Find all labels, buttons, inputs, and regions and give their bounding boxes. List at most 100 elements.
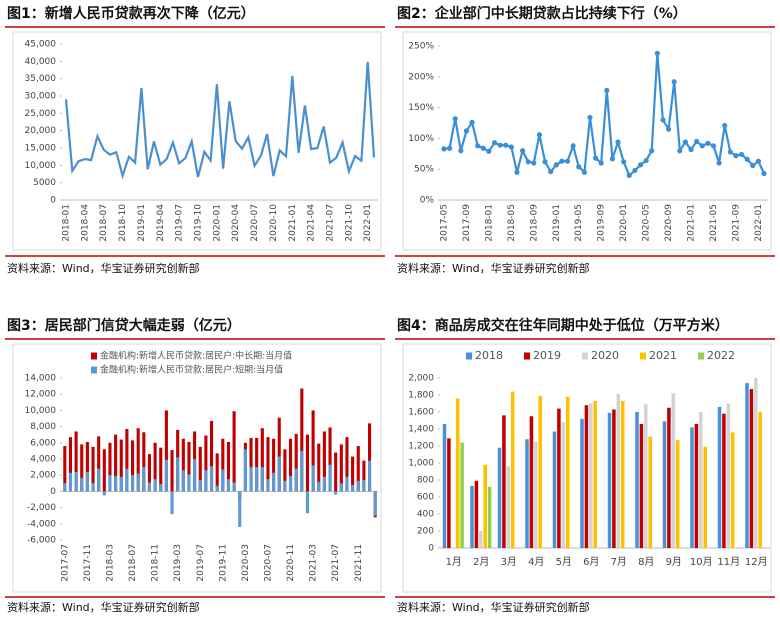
x-tick-label: 9月 (666, 556, 682, 568)
bar (639, 423, 644, 548)
bar (159, 484, 163, 492)
x-tick-label: 2021-04 (307, 204, 317, 242)
point (722, 122, 728, 129)
bar (63, 483, 67, 492)
x-tick-label: 2019-01 (137, 204, 147, 242)
bar (317, 443, 321, 492)
legend-label: 金融机构:新增人民币贷款:居民户:中长期:当月值 (100, 350, 292, 362)
bar (534, 441, 538, 548)
bar (322, 431, 326, 492)
point (508, 144, 514, 150)
point (531, 160, 537, 166)
point (682, 139, 689, 145)
figure-title: 图1：新增人民币贷款再次下降（亿元） (7, 5, 255, 22)
bar (699, 412, 703, 548)
bar (91, 446, 95, 492)
x-tick-label: 2019-11 (218, 544, 228, 582)
y-tick-label: 20,000 (25, 126, 57, 136)
legend-label: 2019 (533, 349, 561, 362)
x-tick-label: 2019-05 (574, 204, 584, 242)
x-tick-label: 2018-11 (151, 544, 161, 582)
point (525, 159, 531, 165)
bar (584, 405, 589, 548)
bar (97, 436, 101, 492)
bar (215, 453, 219, 492)
point (660, 117, 666, 123)
point (542, 159, 548, 165)
bar (703, 446, 707, 548)
bar (108, 475, 112, 492)
point (761, 170, 767, 177)
y-tick-label: 40,000 (25, 57, 57, 67)
bar (288, 438, 293, 492)
point (716, 160, 722, 166)
bar (147, 482, 152, 492)
bar (272, 472, 276, 492)
legend-label: 2020 (591, 349, 619, 362)
point (553, 162, 559, 168)
bar (209, 466, 214, 492)
x-tick-label: 2019-10 (194, 204, 204, 242)
bar (74, 471, 78, 492)
legend-swatch (91, 352, 97, 360)
x-tick-label: 2018-09 (529, 204, 539, 242)
chart-frame (402, 343, 772, 593)
x-tick-label: 2018-04 (80, 204, 90, 242)
bar (80, 444, 84, 492)
point (548, 169, 554, 175)
source: 资料来源：Wind，华宝证券研究创新部 (7, 600, 200, 614)
bar (311, 410, 315, 492)
bar (311, 465, 315, 492)
point (458, 148, 464, 154)
legend-label: 2022 (707, 349, 735, 362)
y-tick-label: 0 (428, 544, 434, 554)
bar (305, 491, 310, 514)
x-tick-label: 2019-07 (196, 544, 206, 582)
y-tick-label: 1,600 (408, 408, 434, 418)
bar (339, 483, 343, 492)
point (598, 160, 604, 166)
x-tick-label: 2021-01 (687, 204, 697, 242)
point (519, 148, 526, 154)
bar (722, 413, 726, 548)
bar (447, 438, 451, 548)
source: 资料来源：Wind，华宝证券研究创新部 (397, 261, 590, 275)
y-tick-label: 30,000 (25, 92, 57, 102)
bar (356, 480, 360, 492)
bar (215, 485, 219, 492)
y-tick-label: 250% (408, 42, 434, 52)
x-tick-label: 2020-07 (263, 544, 273, 582)
y-tick-label: 14,000 (25, 374, 57, 384)
bar (164, 459, 168, 492)
bar (209, 420, 214, 492)
bar (164, 410, 168, 492)
y-tick-label: 1,000 (408, 459, 434, 469)
bar (85, 441, 89, 492)
y-tick-label: 0 (50, 487, 56, 497)
bar (221, 438, 225, 492)
bar (487, 486, 492, 548)
figure-title: 图3：居民部门信贷大幅走弱（亿元） (7, 317, 241, 334)
bar (635, 412, 639, 548)
point (592, 155, 599, 161)
bar (238, 491, 242, 528)
bar (538, 395, 542, 548)
x-tick-label: 8月 (638, 556, 654, 568)
bar (266, 479, 270, 492)
point (615, 139, 621, 145)
chart-frame (12, 343, 382, 593)
bar (255, 467, 259, 492)
bar (136, 473, 140, 492)
x-tick-label: 1月 (446, 556, 462, 568)
legend-swatch (524, 352, 530, 360)
x-tick-label: 2018-03 (105, 544, 115, 582)
point (621, 159, 627, 165)
bar (351, 484, 355, 492)
bar (181, 438, 185, 492)
point (750, 162, 756, 169)
bar (339, 444, 343, 492)
bar (187, 474, 191, 492)
bar (644, 404, 648, 548)
source: 资料来源：Wind，华宝证券研究创新部 (397, 600, 590, 614)
y-tick-label: -4,000 (27, 519, 56, 529)
